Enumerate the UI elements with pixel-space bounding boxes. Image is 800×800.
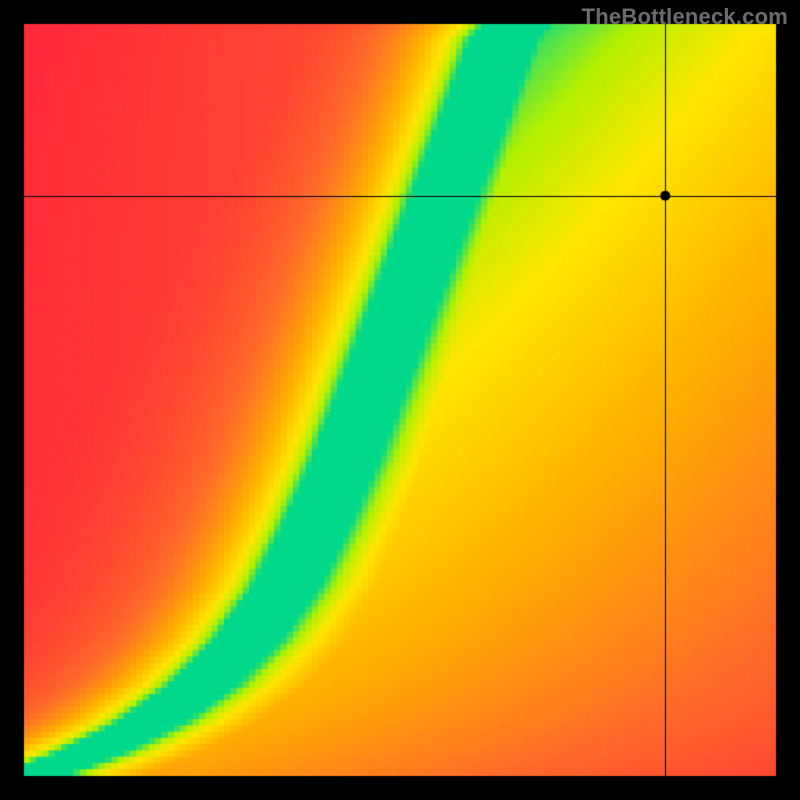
chart-container: TheBottleneck.com [0,0,800,800]
bottleneck-heatmap [0,0,800,800]
